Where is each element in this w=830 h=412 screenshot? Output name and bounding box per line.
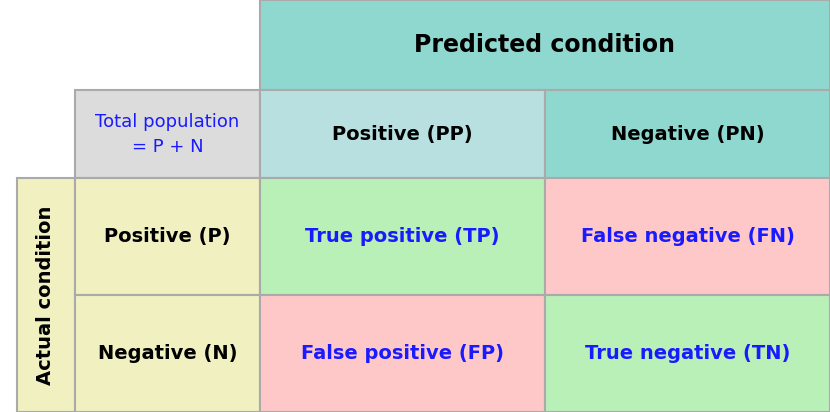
Bar (17, 178, 75, 412)
Text: Negative (N): Negative (N) (98, 344, 237, 363)
Text: Actual condition: Actual condition (37, 205, 56, 385)
Bar (260, 295, 545, 412)
Text: False negative (FN): False negative (FN) (580, 227, 794, 246)
Bar (545, 90, 830, 178)
Text: Negative (PN): Negative (PN) (611, 124, 764, 143)
Text: True positive (TP): True positive (TP) (305, 227, 500, 246)
Bar (260, 178, 545, 295)
Text: False positive (FP): False positive (FP) (301, 344, 504, 363)
Bar (545, 178, 830, 295)
Bar (75, 90, 260, 178)
Bar (260, 90, 545, 178)
Text: Total population
= P + N: Total population = P + N (95, 112, 240, 155)
Text: True negative (TN): True negative (TN) (585, 344, 790, 363)
Bar (75, 178, 260, 295)
Bar (260, 0, 830, 90)
Bar (545, 295, 830, 412)
Text: Positive (P): Positive (P) (105, 227, 231, 246)
Text: Predicted condition: Predicted condition (414, 33, 676, 57)
Bar (75, 295, 260, 412)
Text: Positive (PP): Positive (PP) (332, 124, 473, 143)
